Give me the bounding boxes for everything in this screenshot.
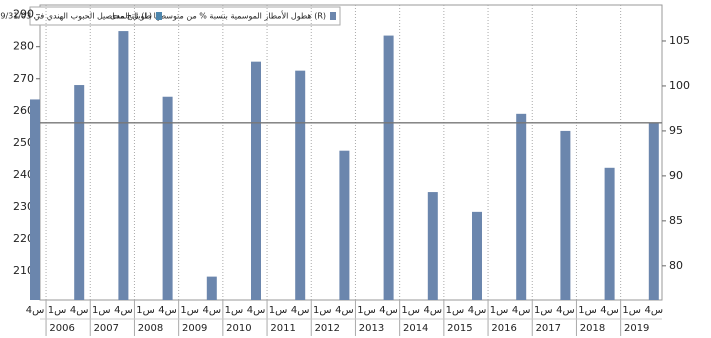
y2-tick-label: 80 [669,259,683,272]
x-tick-label: س4 [512,305,531,316]
y-tick-label: 260 [13,104,34,117]
y-tick-label: 240 [13,168,34,181]
bar [251,61,261,300]
y-tick-label: 220 [13,232,34,245]
legend-label: ناتج محاصيل الحبوب الهندي في 19/31/03 (L… [0,12,152,21]
y2-tick-label: 90 [669,169,683,182]
legend-label: هطول الأمطار الموسمية بنسبة % من متوسطها… [110,11,326,21]
x-tick-label: س4 [291,305,310,316]
bar [427,192,438,300]
x-tick-label: س4 [335,305,354,316]
bar [162,96,173,300]
year-label: 2007 [94,323,119,334]
x-tick-label: س1 [48,305,67,316]
x-tick-label: س4 [556,305,575,316]
y2-tick-label: 95 [669,124,683,137]
year-label: 2015 [447,323,472,334]
year-label: 2016 [491,323,516,334]
year-label: 2014 [403,323,428,334]
y-tick-label: 230 [13,200,34,213]
year-label: 2009 [182,323,207,334]
bar [604,167,615,300]
x-tick-label: س4 [247,305,266,316]
x-tick-label: س1 [269,305,288,316]
x-tick-label: س1 [446,305,465,316]
bar [118,31,129,301]
year-label: 2008 [138,323,163,334]
x-tick-label: س4 [114,305,133,316]
x-tick-label: س4 [424,305,443,316]
x-tick-label: س1 [92,305,111,316]
x-tick-label: س4 [379,305,398,316]
legend-box [29,6,341,26]
year-label: 2012 [315,323,340,334]
year-label: 2011 [270,323,295,334]
year-label: 2017 [536,323,561,334]
bar [472,211,482,300]
x-tick-label: س1 [622,305,641,316]
legend-swatch [330,12,336,20]
bar [516,113,527,300]
year-label: 2018 [580,323,605,334]
y-tick-label: 210 [13,264,34,277]
y-tick-label: 270 [13,72,34,85]
x-tick-label: س4 [468,305,487,316]
year-label: 2010 [226,323,251,334]
y2-tick-label: 105 [669,34,690,47]
year-label: 2013 [359,323,384,334]
bar [295,70,306,300]
x-tick-label: س1 [578,305,597,316]
x-tick-label: س1 [357,305,376,316]
x-tick-label: س4 [70,305,89,316]
bar [74,85,85,300]
y2-tick-label: 100 [669,79,690,92]
x-tick-label: س4 [158,305,177,316]
bar [383,35,394,300]
bar [30,99,40,300]
y-tick-label: 250 [13,136,34,149]
bar [339,150,350,300]
x-tick-label: س4 [26,305,45,316]
x-tick-label: س1 [313,305,332,316]
x-tick-label: س1 [136,305,155,316]
bar [560,130,571,300]
bar [206,276,217,300]
x-tick-label: س1 [225,305,244,316]
year-label: 2019 [624,323,649,334]
year-label: 2006 [49,323,74,334]
x-tick-label: س4 [203,305,222,316]
bar [648,122,659,300]
x-tick-label: س1 [534,305,553,316]
legend: هطول الأمطار الموسمية بنسبة % من متوسطها… [0,6,341,26]
plot-frame [39,4,663,301]
x-tick-label: س4 [600,305,619,316]
x-tick-label: س1 [180,305,199,316]
y2-tick-label: 85 [669,214,683,227]
x-tick-label: س4 [645,305,664,316]
y-tick-label: 280 [13,40,34,53]
x-tick-label: س1 [401,305,420,316]
x-tick-label: س1 [490,305,509,316]
y-tick-label: 290 [13,8,34,21]
legend-swatch [156,12,162,20]
